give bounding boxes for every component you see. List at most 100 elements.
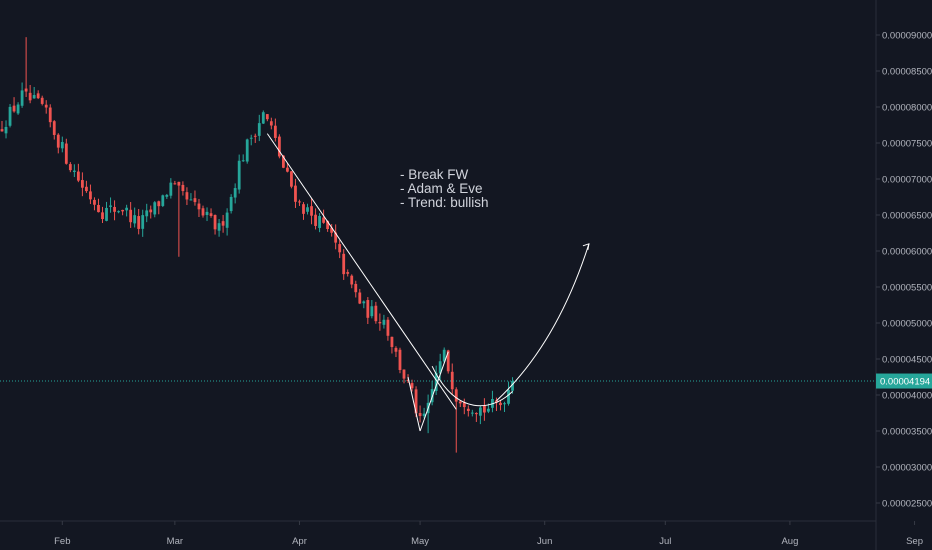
candle	[462, 398, 466, 415]
candle-body	[503, 403, 506, 405]
candle-body	[434, 372, 438, 391]
candle-body	[145, 210, 149, 217]
candle-body	[165, 194, 169, 197]
candle	[394, 346, 398, 358]
candle-body	[277, 136, 281, 157]
candle	[302, 202, 305, 220]
candle	[193, 190, 197, 206]
candle	[386, 317, 390, 341]
adam-line[interactable]	[419, 351, 449, 432]
candle	[442, 347, 446, 364]
price-axis-label-8: 0.00005000	[882, 319, 932, 330]
candle	[113, 200, 116, 221]
candle	[265, 114, 269, 122]
candle-body	[237, 160, 241, 190]
candle-body	[8, 106, 12, 126]
candle	[314, 208, 317, 230]
price-axis-label-2: 0.00008000	[882, 103, 932, 114]
projection-arrow-curve[interactable]	[496, 243, 590, 402]
annotation-note[interactable]: - Break FW - Adam & Eve - Trend: bullish	[400, 167, 489, 210]
candle	[306, 203, 309, 215]
price-axis-label-13: 0.00002500	[882, 499, 932, 510]
candle-body	[173, 183, 177, 185]
candle-body	[193, 198, 197, 203]
candle-body	[342, 253, 346, 275]
candle-body	[265, 114, 269, 120]
candle	[366, 297, 370, 325]
price-axis-label-6: 0.00006000	[882, 247, 932, 258]
candle	[205, 207, 209, 222]
candle-body	[40, 97, 44, 104]
annotation-line-3: - Trend: bullish	[400, 195, 489, 210]
candle	[466, 405, 470, 417]
candle	[117, 210, 120, 214]
candle	[253, 133, 257, 143]
candle-body	[326, 220, 330, 230]
time-axis-label-1: Mar	[167, 536, 183, 547]
candle-body	[487, 408, 490, 412]
candle	[177, 181, 181, 257]
candle	[64, 138, 68, 165]
candle	[16, 102, 20, 115]
candle-body	[286, 167, 289, 172]
candle-body	[474, 413, 478, 415]
time-axis[interactable]: Feb Mar Apr May Jun Jul Aug Sep	[54, 521, 923, 547]
candle	[56, 133, 60, 154]
price-axis-label-9: 0.00004500	[882, 355, 932, 366]
time-axis-label-3: May	[411, 536, 429, 547]
candle	[225, 208, 229, 236]
candle	[298, 199, 301, 206]
candle-body	[221, 221, 225, 226]
candle-body	[394, 347, 398, 352]
time-axis-label-5: Jul	[659, 536, 671, 547]
candle	[185, 187, 189, 206]
candle-body	[185, 192, 189, 200]
candle	[249, 134, 253, 146]
candle	[60, 136, 64, 153]
candle	[85, 180, 88, 193]
candle	[499, 400, 502, 411]
candle	[334, 224, 338, 250]
candle-body	[125, 207, 129, 211]
candle	[209, 208, 213, 218]
candle-body	[229, 196, 233, 212]
candle-body	[354, 283, 358, 293]
price-axis[interactable]: 0.00009000 0.00008500 0.00008000 0.00007500…	[876, 31, 932, 510]
price-axis-label-5: 0.00006500	[882, 211, 932, 222]
candle	[8, 104, 12, 128]
candle-body	[56, 134, 60, 148]
candle	[362, 300, 366, 309]
candle-body	[418, 412, 422, 417]
candle	[374, 301, 378, 324]
candle-body	[442, 349, 446, 362]
candle-body	[169, 182, 173, 196]
candle	[338, 240, 342, 259]
eve-curve[interactable]	[431, 365, 513, 407]
candle-body	[398, 349, 402, 370]
candle-body	[97, 204, 100, 213]
candle	[4, 120, 8, 139]
trendline[interactable]	[266, 133, 457, 410]
candle-body	[346, 272, 350, 274]
candle-body	[137, 216, 141, 229]
candle-body	[366, 300, 370, 318]
drawings-layer	[266, 133, 590, 432]
current-price-label: 0.00004194	[880, 377, 930, 388]
candle	[450, 363, 454, 395]
candle-body	[161, 195, 165, 206]
falling-wedge-lower-line[interactable]	[407, 376, 421, 432]
candle-body	[410, 383, 414, 389]
candle-body	[85, 186, 88, 192]
candle-body	[290, 171, 293, 187]
candle	[257, 114, 261, 142]
candle	[165, 193, 169, 199]
candle	[76, 163, 80, 183]
time-axis-label-6: Aug	[781, 536, 798, 547]
price-axis-label-4: 0.00007000	[882, 175, 932, 186]
candle	[310, 198, 313, 225]
candle-body	[338, 244, 342, 253]
candle-body	[117, 211, 120, 213]
candle-body	[478, 407, 482, 416]
